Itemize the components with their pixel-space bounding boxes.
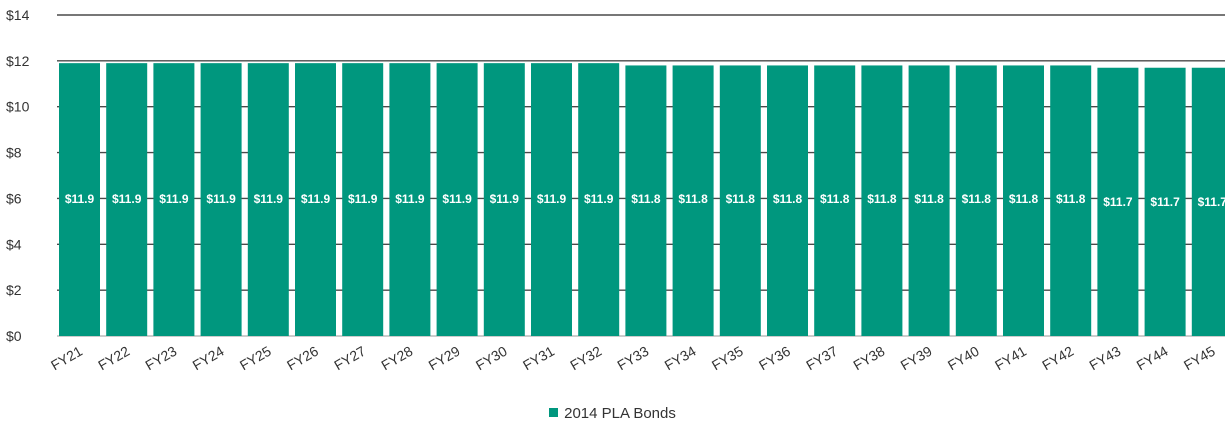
x-tick-label: FY35	[709, 343, 746, 374]
x-tick-label: FY23	[142, 343, 179, 374]
bar	[59, 63, 100, 337]
x-tick-label: FY36	[756, 343, 793, 374]
bar	[436, 63, 478, 337]
x-tick-label: FY22	[95, 343, 132, 374]
x-tick-label: FY27	[331, 343, 368, 374]
x-tick-label: FY25	[237, 343, 274, 374]
x-tick-label: FY40	[945, 343, 982, 374]
x-tick-label: FY33	[614, 343, 651, 374]
data-label: $11.8	[820, 192, 850, 206]
x-tick-label: FY28	[378, 343, 415, 374]
x-tick-label: FY30	[473, 343, 510, 374]
data-label: $11.9	[490, 192, 520, 206]
y-tick-label: $10	[6, 99, 30, 115]
y-tick-label: $4	[6, 236, 22, 252]
data-label: $11.9	[112, 192, 142, 206]
bar	[672, 65, 714, 336]
x-tick-label: FY29	[426, 343, 463, 374]
bar	[1003, 65, 1044, 336]
y-tick-label: $8	[6, 145, 22, 161]
bar	[767, 65, 808, 336]
bar	[861, 65, 903, 336]
bar	[200, 63, 242, 337]
data-label: $11.9	[348, 192, 378, 206]
bar	[1097, 67, 1139, 336]
bar	[342, 63, 384, 337]
data-label: $11.7	[1150, 195, 1180, 209]
x-tick-label: FY38	[850, 343, 887, 374]
bar-chart: $0 $2 $4 $6 $8 $10 $12 $14 $11.9 FY21 $11.9 FY22 $11…	[6, 7, 1225, 374]
x-tick-label: FY39	[898, 343, 935, 374]
x-tick-label: FY37	[803, 343, 840, 374]
bar	[955, 65, 997, 336]
bar	[531, 63, 572, 337]
y-tick-label: $6	[6, 190, 22, 206]
x-tick-label: FY45	[1181, 343, 1218, 374]
bar	[483, 63, 525, 337]
x-tick-label: FY24	[190, 343, 227, 374]
bar	[247, 63, 289, 337]
data-label: $11.9	[206, 192, 236, 206]
bar	[625, 65, 667, 336]
bar	[814, 65, 856, 336]
data-label: $11.9	[65, 192, 95, 206]
data-label: $11.9	[254, 192, 284, 206]
bar	[389, 63, 431, 337]
data-label: $11.8	[773, 192, 803, 206]
x-tick-label: FY41	[992, 343, 1029, 374]
x-tick-label: FY42	[1039, 343, 1076, 374]
x-tick-label: FY44	[1134, 343, 1171, 374]
data-label: $11.8	[962, 192, 992, 206]
data-label: $11.8	[867, 192, 897, 206]
data-label: $11.9	[584, 192, 614, 206]
bar	[106, 63, 148, 337]
data-label: $11.9	[442, 192, 472, 206]
data-label: $11.9	[159, 192, 189, 206]
bar	[908, 65, 950, 336]
x-tick-label: FY34	[662, 343, 699, 374]
bar	[153, 63, 195, 337]
y-tick-label: $2	[6, 282, 22, 298]
x-tick-label: FY21	[48, 343, 85, 374]
bar	[1144, 67, 1186, 336]
data-label: $11.7	[1103, 195, 1133, 209]
data-label: $11.8	[914, 192, 944, 206]
y-tick-label: $14	[6, 7, 30, 23]
legend-label: 2014 PLA Bonds	[564, 405, 676, 422]
data-label: $11.7	[1198, 195, 1225, 209]
bar	[578, 63, 620, 337]
x-tick-label: FY26	[284, 343, 321, 374]
x-tick-label: FY32	[567, 343, 604, 374]
data-label: $11.8	[1009, 192, 1039, 206]
data-label: $11.8	[678, 192, 708, 206]
bar	[719, 65, 761, 336]
bar	[1191, 67, 1225, 336]
y-tick-label: $12	[6, 53, 30, 69]
chart-legend: 2014 PLA Bonds	[0, 405, 1225, 422]
data-label: $11.8	[631, 192, 661, 206]
bar	[295, 63, 336, 337]
data-label: $11.9	[301, 192, 331, 206]
data-label: $11.8	[1056, 192, 1086, 206]
data-label: $11.9	[537, 192, 567, 206]
x-tick-label: FY43	[1086, 343, 1123, 374]
legend-swatch	[549, 408, 559, 417]
x-tick-label: FY31	[520, 343, 557, 374]
bar	[1050, 65, 1092, 336]
y-tick-label: $0	[6, 328, 22, 344]
data-label: $11.9	[395, 192, 425, 206]
data-label: $11.8	[726, 192, 756, 206]
